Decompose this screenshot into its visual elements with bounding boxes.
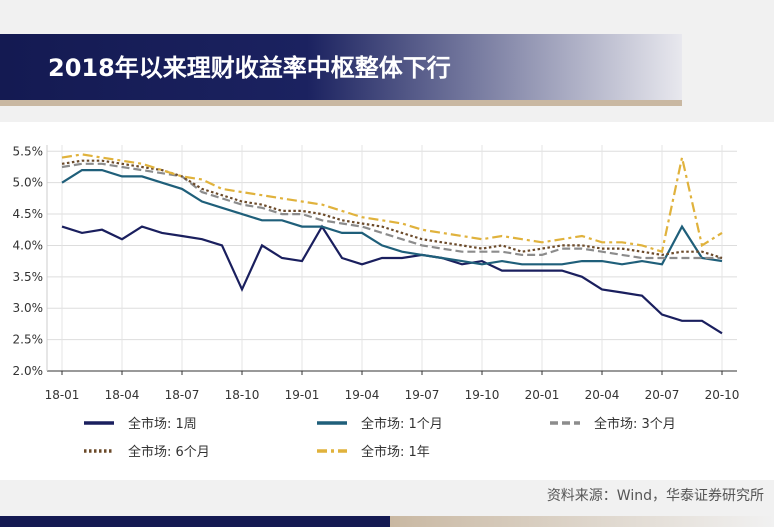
header-band xyxy=(0,34,682,100)
x-tick-label: 18-01 xyxy=(45,388,80,402)
y-tick-label: 2.0% xyxy=(13,364,44,378)
x-tick-label: 18-07 xyxy=(165,388,200,402)
x-tick-label: 20-07 xyxy=(645,388,680,402)
x-tick-label: 20-01 xyxy=(525,388,560,402)
x-tick-label: 18-04 xyxy=(105,388,140,402)
series-line xyxy=(61,169,723,266)
y-tick-label: 5.0% xyxy=(13,176,44,190)
x-tick-label: 19-10 xyxy=(465,388,500,402)
y-tick-label: 3.5% xyxy=(13,270,44,284)
footer-accent xyxy=(390,516,774,527)
y-tick-label: 4.5% xyxy=(13,207,44,221)
series-line xyxy=(61,162,722,260)
x-tick-label: 20-04 xyxy=(585,388,620,402)
chart-panel xyxy=(0,122,774,480)
x-tick-label: 19-04 xyxy=(345,388,380,402)
x-tick-label: 18-10 xyxy=(225,388,260,402)
chart-title: 2018年以来理财收益率中枢整体下行 xyxy=(48,54,451,82)
x-tick-label: 19-07 xyxy=(405,388,440,402)
legend-label: 全市场: 3个月 xyxy=(594,416,676,432)
x-tick-label: 20-10 xyxy=(705,388,740,402)
x-tick-label: 19-01 xyxy=(285,388,320,402)
y-tick-label: 4.0% xyxy=(13,238,44,252)
header-accent xyxy=(0,100,682,106)
source-note: 资料来源：Wind，华泰证券研究所 xyxy=(547,488,764,504)
series-line xyxy=(61,153,723,254)
legend-label: 全市场: 1个月 xyxy=(361,416,443,432)
y-tick-label: 5.5% xyxy=(13,144,44,158)
y-tick-label: 3.0% xyxy=(13,301,44,315)
footer-band xyxy=(0,516,390,527)
series-line xyxy=(61,224,723,335)
y-tick-label: 2.5% xyxy=(13,333,44,347)
legend-label: 全市场: 6个月 xyxy=(128,444,210,460)
legend-label: 全市场: 1周 xyxy=(128,416,197,432)
legend-label: 全市场: 1年 xyxy=(361,444,430,460)
